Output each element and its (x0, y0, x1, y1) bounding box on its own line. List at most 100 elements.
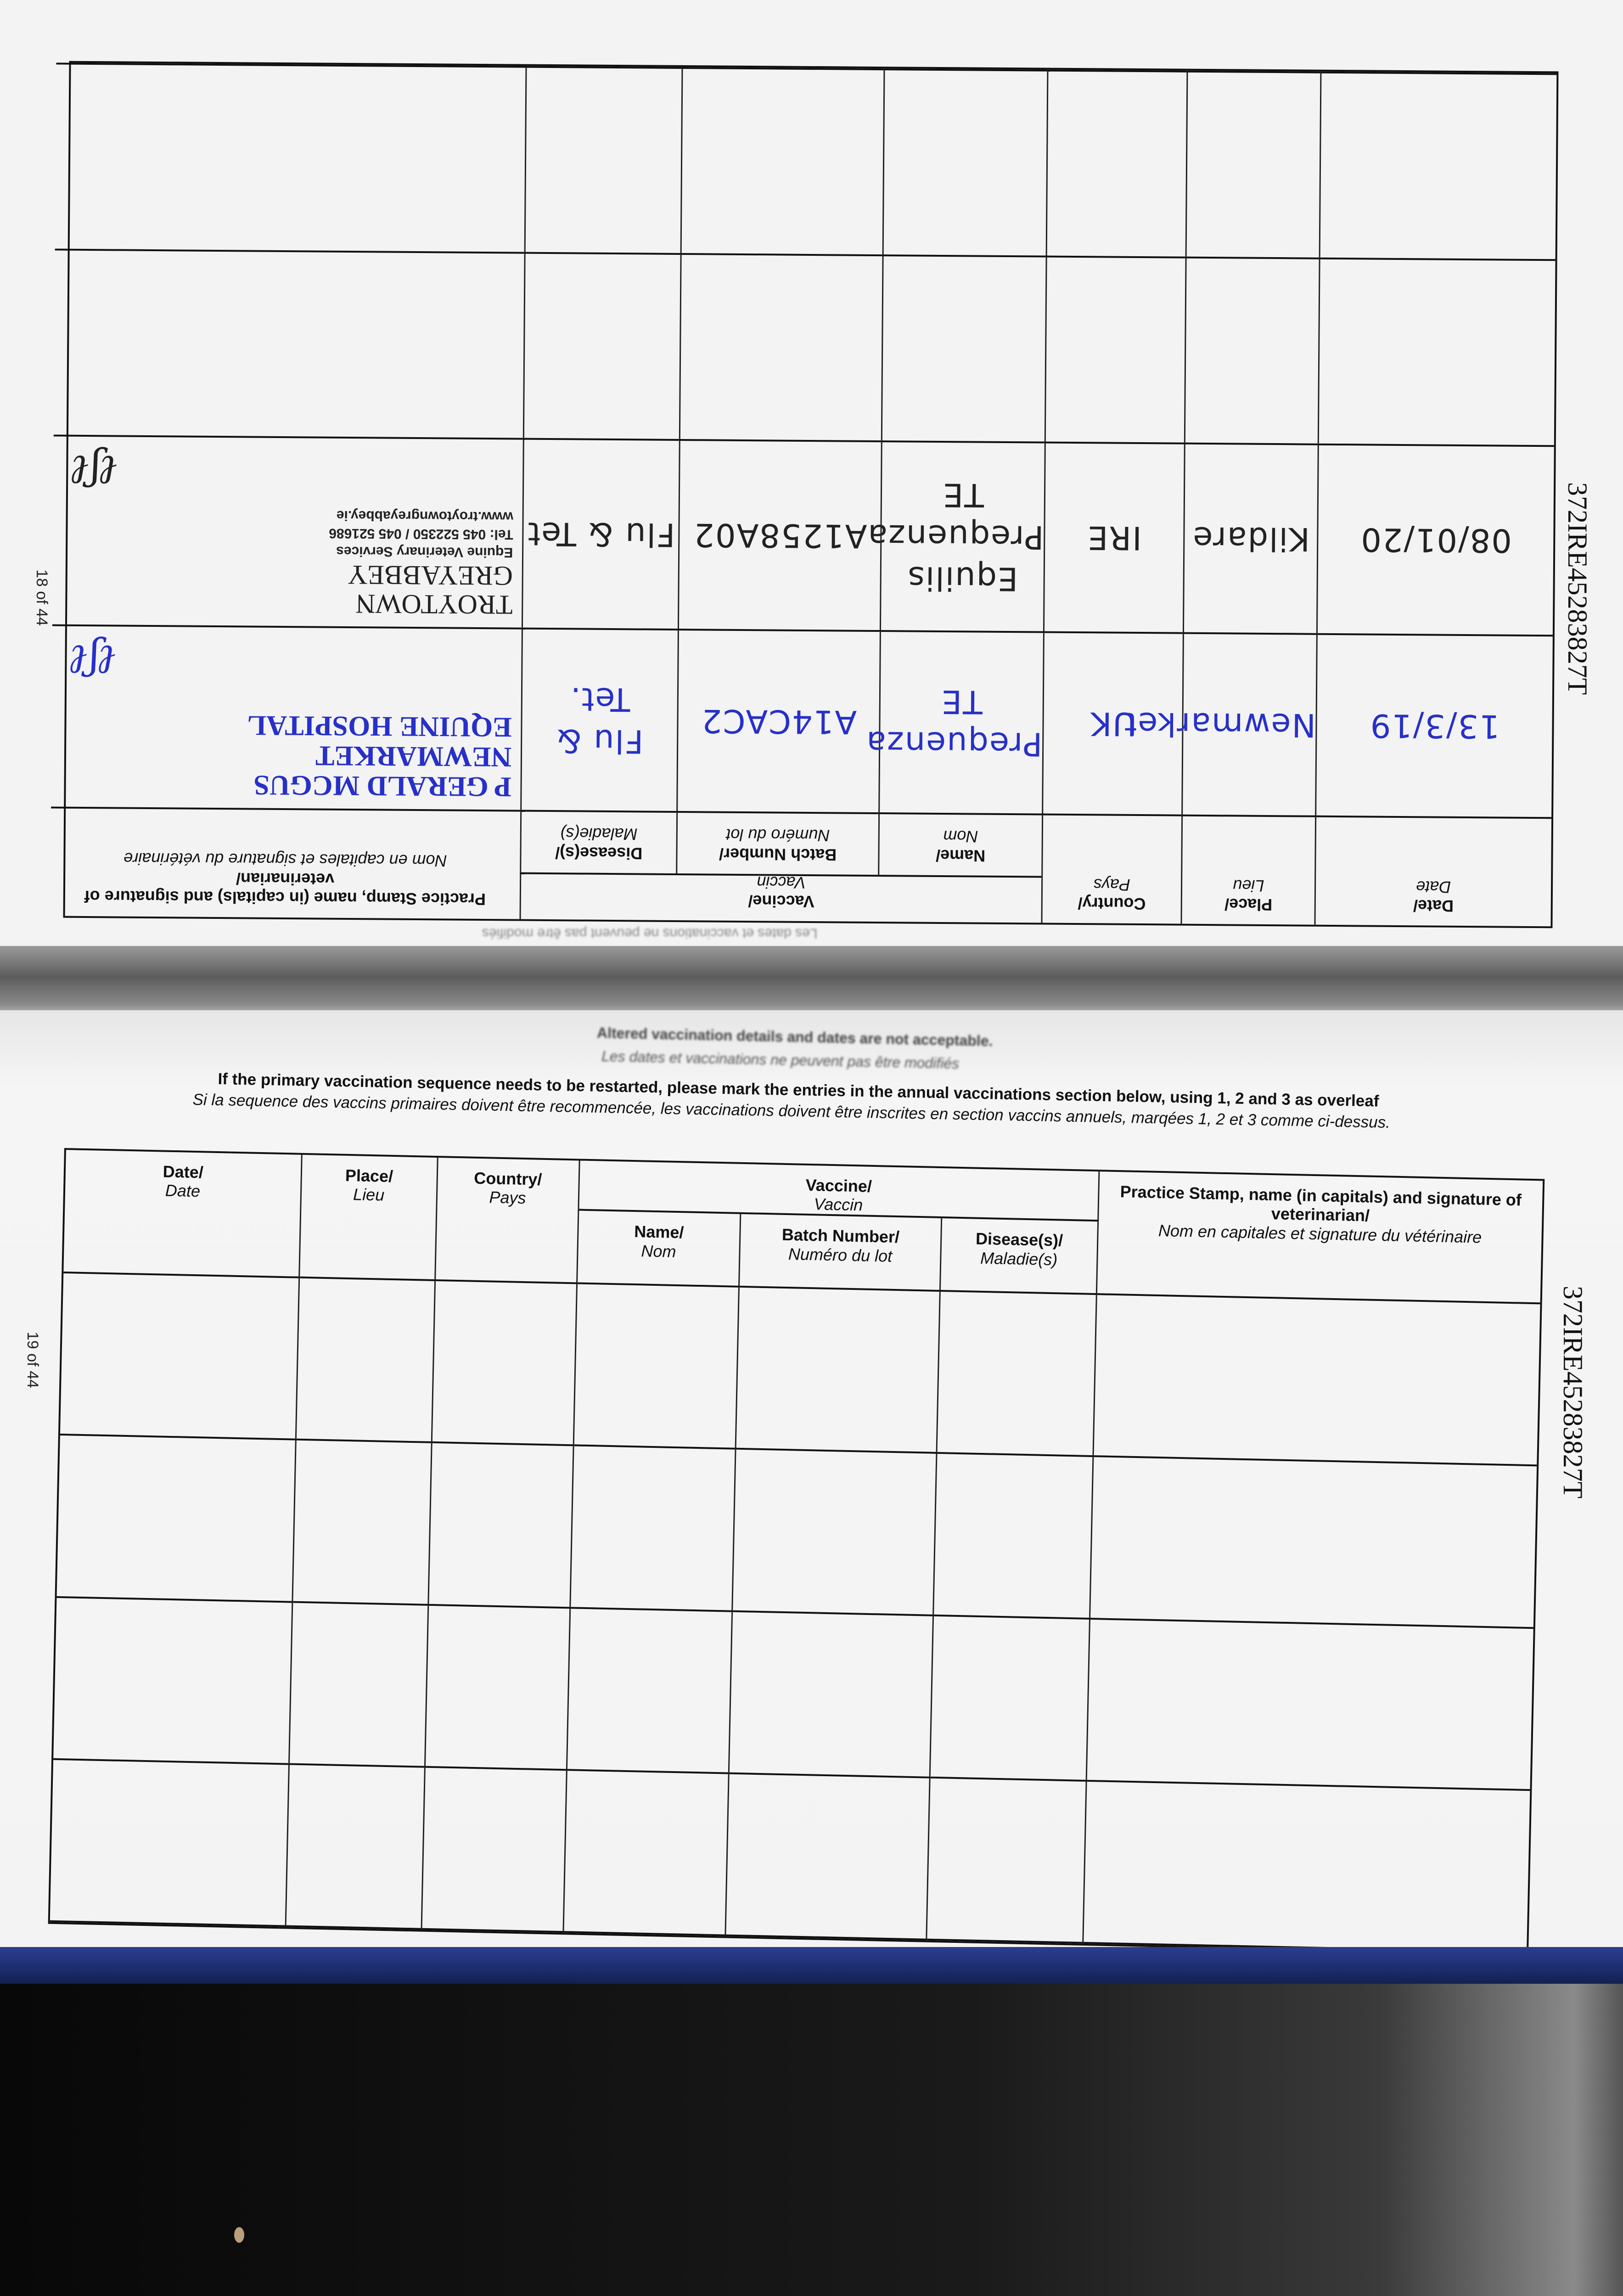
cell-country[interactable] (1045, 69, 1187, 257)
cell-diseases[interactable] (524, 66, 682, 253)
header-label-fr: Nom en capitales et signature du vétérin… (124, 849, 447, 871)
cell-date[interactable]: 13/3/19 (1315, 633, 1553, 817)
cell-country[interactable]: IRE (1043, 441, 1185, 632)
cell-vaccine-name[interactable]: Equilis Prequenza TE (867, 440, 1045, 631)
handwritten-country: UK (1089, 705, 1137, 743)
cell-batch-number[interactable] (733, 1450, 938, 1616)
stamp-line: GREYABBEY (347, 559, 513, 591)
header-label-en: Date/ (1413, 896, 1454, 916)
cell-batch-number[interactable]: A14CAC2 (676, 628, 880, 813)
cell-batch-number[interactable]: A1258A02 (677, 439, 881, 630)
cell-date[interactable] (53, 1598, 293, 1765)
cell-country[interactable] (432, 1281, 578, 1446)
cell-practice-stamp[interactable] (55, 62, 526, 252)
stamp-line (1096, 1790, 1521, 1799)
handwritten-place (1186, 350, 1318, 351)
passport-number: 372IRE45283827T (1558, 1286, 1588, 1499)
cell-batch-number[interactable] (679, 253, 882, 441)
cell-date[interactable]: 08/01/20 (1316, 443, 1554, 635)
header-label-fr: Numéro du lot (726, 826, 830, 845)
cell-vaccine-name[interactable]: Prequenza TE (865, 630, 1044, 814)
cell-diseases[interactable] (930, 1616, 1090, 1782)
cell-batch-number[interactable] (726, 1774, 931, 1941)
cell-place[interactable] (1184, 256, 1320, 444)
header-label-en: Vaccine/ (748, 892, 814, 912)
cell-date[interactable] (1319, 71, 1557, 259)
stamp-line (64, 241, 516, 244)
cell-diseases[interactable]: Flu & Tet (522, 438, 679, 629)
cell-practice-stamp[interactable] (1094, 1295, 1540, 1467)
cell-place[interactable]: Newmarket (1123, 632, 1317, 816)
cell-country[interactable] (1044, 255, 1185, 443)
cell-practice-stamp[interactable] (1084, 1781, 1530, 1953)
handwritten-date (1321, 165, 1556, 167)
practice-stamp: TROYTOWN GREYABBEY Equine Veterinary Servi… (62, 504, 513, 620)
header-stamp: Practice Stamp, name (in capitals) and s… (50, 806, 521, 919)
stamp-line: P GERALD MCGUS (253, 769, 512, 803)
handwritten-country (1048, 163, 1186, 164)
cell-diseases[interactable] (933, 1454, 1094, 1620)
cell-place[interactable] (289, 1603, 429, 1768)
stamp-line (64, 241, 516, 244)
header-label-en: Disease(s)/ (555, 843, 643, 863)
cell-vaccine-name[interactable] (570, 1446, 736, 1612)
cell-country[interactable]: UK (1042, 631, 1183, 815)
cell-vaccine-name[interactable] (882, 68, 1047, 256)
cell-batch-number[interactable] (730, 1612, 934, 1778)
stamp-line (1106, 1304, 1531, 1312)
handwritten-batch-number: A14CAC2 (700, 702, 857, 741)
handwritten-vaccine-name: Prequenza TE (865, 683, 1043, 763)
debris-speck (234, 2227, 244, 2243)
cell-practice-stamp[interactable] (1090, 1457, 1537, 1629)
header-label-en: Country/ (1078, 894, 1146, 914)
stamp-line (1103, 1466, 1528, 1474)
header-label-en: Practice Stamp, name (in capitals) and s… (84, 869, 486, 909)
cell-place[interactable] (293, 1441, 432, 1606)
stamp-line (63, 427, 514, 430)
handwritten-place (1187, 164, 1320, 165)
cell-batch-number[interactable] (736, 1287, 941, 1454)
cell-batch-number[interactable] (680, 67, 884, 255)
stamp-line: Tel: 045 522350 / 045 521686 (329, 525, 513, 542)
handwritten-place (295, 1521, 429, 1524)
cell-diseases[interactable] (937, 1292, 1097, 1458)
cell-place[interactable] (286, 1765, 426, 1930)
stamp-line (1099, 1628, 1524, 1637)
cell-practice-stamp[interactable]: P GERALD MCGUS NEWMARKET EQUINE HOSPITAL ℓʃ… (51, 624, 522, 810)
handwritten-vaccine-name (566, 1851, 727, 1854)
cell-diseases[interactable]: Flu & Tet. (520, 627, 678, 811)
cell-vaccine-name[interactable] (574, 1284, 740, 1450)
handwritten-date (1320, 351, 1555, 353)
stamp-line (1106, 1304, 1531, 1312)
cell-diseases[interactable] (927, 1778, 1087, 1944)
header-label-fr: Lieu (1233, 876, 1264, 895)
handwritten-date (51, 1840, 286, 1845)
stamp-line (63, 427, 514, 430)
cell-vaccine-name[interactable] (563, 1771, 730, 1936)
cell-practice-stamp[interactable] (53, 248, 524, 438)
cell-date[interactable] (50, 1760, 290, 1927)
handwritten-date: 13/3/19 (1369, 707, 1500, 746)
cell-date[interactable] (1318, 257, 1556, 445)
cell-vaccine-name[interactable] (881, 254, 1046, 442)
stamp-line (1106, 1304, 1531, 1312)
cell-place[interactable] (296, 1278, 436, 1444)
cell-vaccine-name[interactable] (567, 1608, 733, 1774)
cell-country[interactable] (422, 1767, 567, 1933)
cell-country[interactable] (425, 1605, 571, 1771)
cell-date[interactable] (60, 1273, 300, 1441)
header-place: Place/Lieu (1180, 814, 1315, 925)
cell-place[interactable] (1185, 70, 1320, 258)
cell-diseases[interactable] (523, 252, 680, 439)
cell-practice-stamp[interactable]: TROYTOWN GREYABBEY Equine Veterinary Servi… (52, 434, 523, 628)
stamp-line (63, 427, 514, 430)
cell-practice-stamp[interactable] (1087, 1619, 1533, 1791)
handwritten-country: IRE (1086, 519, 1142, 557)
cell-place[interactable]: Kildare (1183, 442, 1318, 633)
cell-country[interactable] (428, 1443, 574, 1609)
stamp-line (1099, 1628, 1524, 1637)
stamp-line (1103, 1466, 1528, 1474)
handwritten-date (58, 1516, 293, 1521)
cell-date[interactable] (56, 1435, 297, 1603)
handwritten-batch-number (728, 1854, 927, 1858)
